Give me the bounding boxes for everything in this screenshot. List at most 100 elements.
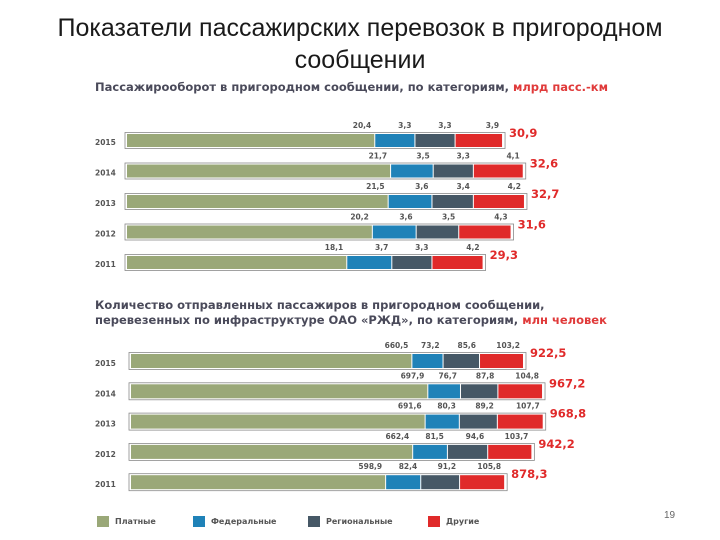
chart2-row-frame-2013: [128, 412, 547, 431]
legend-swatch-paid: [97, 515, 109, 527]
chart1-bar-2012-other: [459, 225, 511, 239]
chart2-bar-2015-regional: [443, 354, 480, 368]
chart1-total-label-2013: 32,7: [531, 187, 559, 201]
chart1-year-label-2014: 2014: [95, 169, 116, 178]
chart1-bar-2012-paid: [127, 225, 372, 239]
chart1-value-label-2013-regional: 3,4: [457, 182, 470, 191]
chart2-bar-2015-paid: [131, 354, 412, 368]
chart1-value-label-2013-other: 4,2: [508, 182, 521, 191]
chart1-value-label-2011-paid: 18,1: [325, 243, 344, 252]
chart1-bar-2015-federal: [375, 134, 415, 147]
slide-title-line1: Показатели пассажирских перевозок в приг…: [57, 14, 663, 42]
chart1-bar-2013-federal: [388, 195, 432, 208]
chart2-bar-2012-regional: [447, 444, 488, 459]
chart1-year-label-2012: 2012: [95, 230, 116, 239]
chart2-bar-2014-paid: [131, 384, 428, 399]
chart2-value-label-2011-paid: 598,9: [358, 462, 382, 471]
chart1-value-label-2011-other: 4,2: [466, 243, 479, 252]
chart2-year-label-2012: 2012: [95, 450, 116, 459]
chart2-bar-2013-federal: [425, 414, 459, 429]
chart1-total-label-2011: 29,3: [490, 248, 518, 262]
chart1-year-label-2011: 2011: [95, 260, 116, 269]
slide-title: Показатели пассажирских перевозок в приг…: [0, 12, 720, 76]
chart2-title-line1: Количество отправленных пассажиров в при…: [95, 298, 545, 312]
chart1-row-frame-2011: [124, 254, 486, 271]
chart1-value-label-2012-federal: 3,6: [399, 213, 412, 222]
chart2-value-label-2014-paid: 697,9: [401, 371, 425, 380]
chart1-value-label-2013-federal: 3,6: [415, 182, 428, 191]
chart1-bar-2014-regional: [433, 164, 473, 178]
chart1-bar-2015-regional: [415, 134, 455, 147]
chart2-row-frame-2011: [128, 473, 508, 492]
chart2-value-label-2011-federal: 82,4: [399, 462, 418, 471]
chart2-total-label-2011: 878,3: [511, 467, 547, 481]
chart2-unit: млн человек: [522, 313, 607, 327]
chart1-bar-2015-other: [455, 134, 503, 147]
chart1-bar-2012-federal: [372, 225, 416, 239]
chart1-value-label-2014-other: 4,1: [506, 152, 519, 161]
chart2-value-label-2013-federal: 80,3: [437, 402, 456, 411]
chart2-row-frame-2012: [128, 442, 535, 461]
chart1-total-label-2015: 30,9: [509, 126, 537, 140]
chart1-bar-2012-regional: [416, 225, 459, 239]
chart2-value-label-2013-regional: 89,2: [475, 402, 494, 411]
chart2-year-label-2013: 2013: [95, 420, 116, 429]
chart2-value-label-2015-paid: 660,5: [385, 341, 409, 350]
chart2-year-label-2011: 2011: [95, 480, 116, 489]
chart2-row-frame-2015: [128, 352, 527, 370]
chart2-total-label-2013: 968,8: [550, 407, 586, 421]
chart2-bar-2011-paid: [131, 475, 386, 490]
chart2-value-label-2015-other: 103,2: [496, 341, 520, 350]
chart2-value-label-2014-federal: 76,7: [438, 371, 457, 380]
chart1-row-frame-2012: [124, 223, 514, 241]
chart1-value-label-2014-federal: 3,5: [416, 152, 429, 161]
chart1-year-label-2015: 2015: [95, 138, 116, 147]
chart2-total-label-2014: 967,2: [549, 376, 585, 390]
chart2-row-frame-2014: [128, 382, 546, 401]
chart1-row-frame-2015: [124, 132, 506, 149]
chart1-value-label-2015-federal: 3,3: [398, 121, 411, 130]
legend-swatch-federal: [193, 515, 205, 527]
chart2-value-label-2012-paid: 662,4: [385, 432, 409, 441]
chart1-bar-2011-paid: [127, 256, 347, 269]
chart2-bar-2013-other: [497, 414, 543, 429]
chart1-value-label-2015-regional: 3,3: [438, 121, 451, 130]
legend-item-paid: Платные: [97, 514, 156, 528]
legend-label-regional: Региональные: [326, 516, 393, 526]
legend-label-other: Другие: [446, 516, 480, 526]
chart1-title-text: Пассажирооборот в пригородном сообщении,…: [95, 80, 509, 94]
chart1-title: Пассажирооборот в пригородном сообщении,…: [95, 80, 608, 95]
chart2-value-label-2011-regional: 91,2: [438, 462, 457, 471]
chart1-total-label-2014: 32,6: [530, 157, 558, 171]
chart2-bar-2015-federal: [412, 354, 443, 368]
chart1-unit: млрд пасс.-км: [512, 80, 609, 94]
chart1-bar-2014-federal: [391, 164, 433, 178]
chart1-bar-2011-regional: [392, 256, 432, 269]
chart1-bar-2011-federal: [347, 256, 392, 269]
slide-title-line2: сообщении: [294, 46, 426, 74]
chart2-value-label-2012-other: 103,7: [505, 432, 529, 441]
chart2-value-label-2012-federal: 81,5: [425, 432, 444, 441]
chart2-bar-2012-federal: [413, 444, 447, 459]
chart2-bar-2012-other: [488, 444, 532, 459]
chart2-value-label-2012-regional: 94,6: [466, 432, 485, 441]
chart2-bar-2014-regional: [460, 384, 498, 399]
chart2-value-label-2011-other: 105,8: [477, 462, 501, 471]
chart1-value-label-2012-regional: 3,5: [442, 213, 455, 222]
legend-item-other: Другие: [428, 514, 479, 528]
chart2-bar-2013-paid: [131, 414, 425, 429]
chart2-title: Количество отправленных пассажиров в при…: [95, 298, 607, 328]
chart1-bar-2013-regional: [432, 195, 473, 208]
legend-item-regional: Региональные: [308, 514, 393, 528]
chart1-value-label-2012-other: 4,3: [494, 213, 507, 222]
chart2-value-label-2013-paid: 691,6: [398, 402, 422, 411]
chart1-value-label-2015-paid: 20,4: [353, 121, 372, 130]
chart1-value-label-2011-federal: 3,7: [375, 243, 388, 252]
chart2-bar-2013-regional: [459, 414, 497, 429]
chart2-year-label-2015: 2015: [95, 359, 116, 368]
legend-swatch-other: [428, 515, 440, 527]
chart2-total-label-2015: 922,5: [530, 346, 566, 360]
chart2-bar-2012-paid: [131, 444, 413, 459]
chart2-value-label-2015-regional: 85,6: [458, 341, 477, 350]
